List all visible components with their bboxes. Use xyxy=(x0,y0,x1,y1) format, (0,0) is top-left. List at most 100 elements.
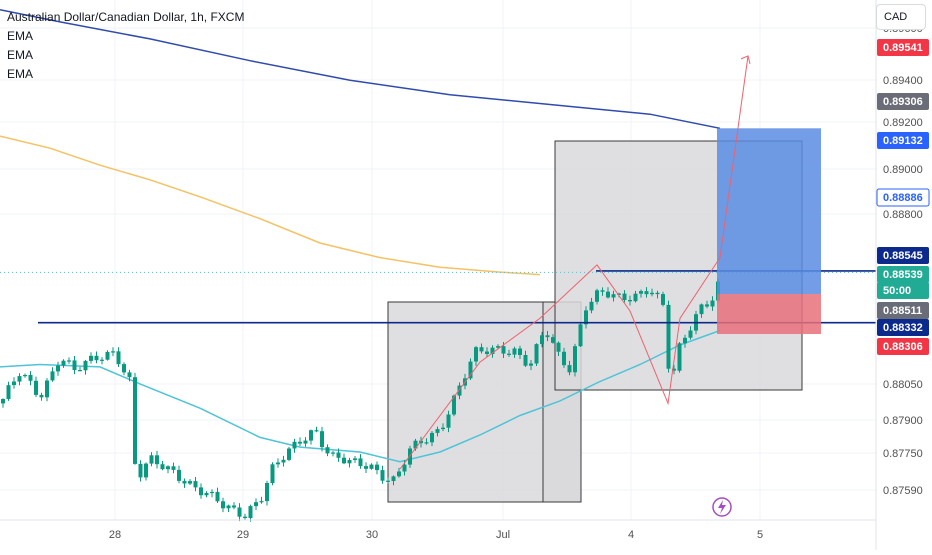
target-zone xyxy=(717,128,821,295)
candle-body xyxy=(105,351,110,360)
candles-layer xyxy=(1,278,720,522)
svg-text:0.88511: 0.88511 xyxy=(883,305,922,317)
svg-text:0.89541: 0.89541 xyxy=(883,42,923,54)
price-badge-gray: 0.88511 xyxy=(877,302,929,319)
candle-body xyxy=(633,293,638,302)
candle-body xyxy=(468,361,473,379)
candle-body xyxy=(435,429,440,433)
candle-body xyxy=(655,292,660,295)
candle-body xyxy=(336,452,341,458)
price-badge-navy: 0.88545 xyxy=(877,247,929,264)
candle-body xyxy=(529,363,533,366)
x-tick-label: 29 xyxy=(237,529,249,541)
candle-body xyxy=(639,291,643,294)
y-tick-label: 0.87590 xyxy=(883,485,923,497)
y-tick-label: 0.89000 xyxy=(883,164,923,176)
candle-body xyxy=(45,380,49,398)
candle-body xyxy=(67,360,71,362)
candle-body xyxy=(314,430,319,432)
candle-body xyxy=(292,441,297,449)
candle-body xyxy=(1,399,5,404)
candle-body xyxy=(512,348,517,355)
candle-body xyxy=(144,463,148,478)
candle-body xyxy=(89,355,93,361)
indicator-ema-3: EMA xyxy=(7,67,33,81)
candle-body xyxy=(243,516,247,518)
candle-body xyxy=(595,290,599,302)
candle-body xyxy=(364,466,368,469)
candle-body xyxy=(72,360,77,370)
candle-body xyxy=(507,353,511,355)
candle-body xyxy=(259,501,264,503)
candle-body xyxy=(441,427,445,430)
ema-short-line xyxy=(0,329,721,463)
price-badge-blue: 0.89132 xyxy=(877,132,929,149)
svg-text:50:00: 50:00 xyxy=(883,285,911,297)
candle-body xyxy=(320,431,324,448)
ema-mid-line xyxy=(0,135,541,276)
candle-body xyxy=(391,476,396,481)
y-tick-label: 0.89400 xyxy=(883,75,923,87)
candle-body xyxy=(270,464,275,483)
candle-body xyxy=(683,337,687,344)
candle-body xyxy=(298,441,302,444)
candle-body xyxy=(116,351,121,365)
candle-body xyxy=(534,344,539,364)
candle-body xyxy=(237,507,242,517)
candle-body xyxy=(23,375,27,377)
candle-body xyxy=(380,470,385,481)
candle-body xyxy=(589,301,594,311)
y-tick-label: 0.88800 xyxy=(883,209,923,221)
y-tick-label: 0.88050 xyxy=(883,379,923,391)
price-badge-gray: 0.89306 xyxy=(877,93,929,110)
currency-button[interactable]: CAD xyxy=(876,4,926,30)
candle-body xyxy=(501,346,506,354)
candle-body xyxy=(17,376,22,382)
candle-body xyxy=(573,346,577,373)
candle-body xyxy=(584,310,588,325)
candle-body xyxy=(6,385,11,399)
candle-body xyxy=(226,505,231,509)
candle-body xyxy=(12,381,16,386)
candle-body xyxy=(710,300,715,307)
candle-body xyxy=(39,394,44,398)
candle-body xyxy=(127,372,132,378)
candle-body xyxy=(650,292,654,295)
candle-body xyxy=(545,335,550,338)
x-tick-label: Jul xyxy=(496,529,510,541)
candle-body xyxy=(672,368,676,371)
candle-body xyxy=(611,294,616,298)
flash-icon[interactable] xyxy=(712,497,732,517)
candle-body xyxy=(446,414,451,428)
candle-body xyxy=(666,304,671,369)
indicator-ema-2: EMA xyxy=(7,48,33,62)
candle-body xyxy=(276,462,280,465)
candle-body xyxy=(199,487,203,496)
candle-body xyxy=(232,505,236,508)
x-tick-label: 4 xyxy=(628,529,634,541)
projection-line xyxy=(399,55,749,470)
y-tick-label: 0.89200 xyxy=(883,117,923,129)
candle-body xyxy=(419,440,423,444)
candle-body xyxy=(688,330,693,338)
x-tick-label: 28 xyxy=(109,529,121,541)
candle-body xyxy=(166,466,170,470)
candle-body xyxy=(248,506,253,518)
candle-body xyxy=(452,395,456,415)
candle-body xyxy=(287,448,291,460)
candle-body xyxy=(375,464,379,471)
candle-body xyxy=(578,324,583,347)
stop-zone xyxy=(717,294,821,335)
candle-body xyxy=(122,364,126,373)
candle-body xyxy=(303,440,308,444)
price-badges: 0.89541 0.89306 0.89132 0.88886 0.88545 0.885… xyxy=(876,39,930,355)
candle-body xyxy=(699,304,704,315)
candle-body xyxy=(386,480,390,482)
candle-body xyxy=(78,370,82,372)
svg-text:0.88545: 0.88545 xyxy=(883,250,923,262)
ema-long-line xyxy=(0,8,721,130)
ema-layer xyxy=(0,8,721,463)
